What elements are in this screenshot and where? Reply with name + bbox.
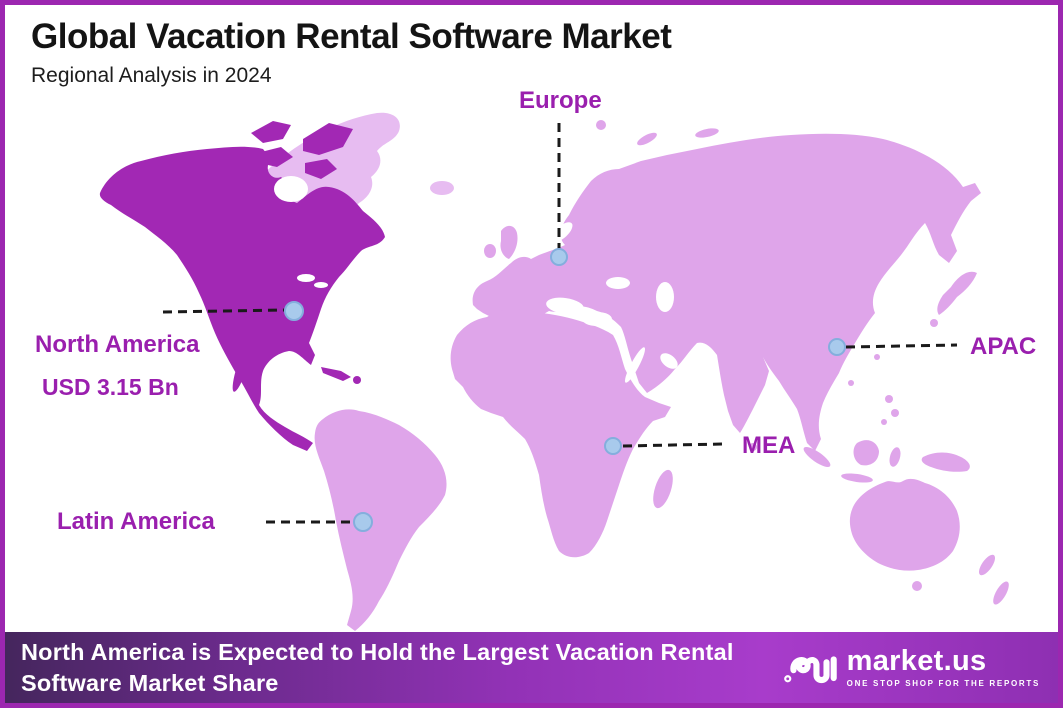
- market-us-m-icon: [782, 644, 838, 692]
- marker-north-america: [284, 301, 304, 321]
- map-region-philippines: [891, 409, 899, 417]
- region-label-europe: Europe: [519, 87, 602, 114]
- map-region-svalbard: [596, 120, 606, 130]
- logo-tagline: ONE STOP SHOP FOR THE REPORTS: [846, 679, 1040, 688]
- caspian-sea: [656, 282, 674, 312]
- region-label-north-america: North America: [35, 331, 200, 358]
- page-subtitle: Regional Analysis in 2024: [31, 64, 272, 87]
- red-sea: [624, 347, 646, 383]
- map-region-sumatra: [803, 446, 831, 468]
- map-region-eurasia: [472, 133, 981, 452]
- map-region-new-guinea: [921, 452, 970, 472]
- map-region-arctic-island: [257, 147, 293, 167]
- region-label-mea: MEA: [742, 432, 796, 459]
- map-region-ireland: [484, 244, 496, 258]
- banner-headline: North America is Expected to Hold the La…: [21, 637, 734, 697]
- map-region-arctic-island: [251, 121, 291, 143]
- map-region-taiwan: [874, 354, 880, 360]
- region-label-apac: APAC: [970, 333, 1037, 360]
- baltic-sea: [551, 222, 573, 242]
- region-value-north-america: USD 3.15 Bn: [42, 374, 179, 400]
- map-region-philippines: [885, 395, 893, 403]
- hudson-bay: [274, 176, 308, 202]
- marker-europe: [550, 248, 568, 266]
- map-region-arctic-island: [305, 159, 337, 179]
- leader-line-apac: [845, 343, 958, 349]
- marker-mea: [604, 437, 622, 455]
- map-region-sri-lanka: [749, 443, 757, 451]
- map-region-hispaniola: [353, 376, 361, 384]
- map-region-japan: [937, 271, 977, 315]
- marker-latin-america: [353, 512, 373, 532]
- map-region-baja: [232, 342, 252, 392]
- map-region-sulawesi: [889, 447, 901, 467]
- region-label-latin-america: Latin America: [57, 508, 215, 535]
- marker-apac: [828, 338, 846, 356]
- logo-text: market.us ONE STOP SHOP FOR THE REPORTS: [846, 645, 1040, 689]
- mediterranean-east: [582, 312, 612, 326]
- map-region-uk: [500, 225, 518, 259]
- great-lake: [314, 282, 328, 288]
- map-region-tasmania: [912, 581, 922, 591]
- map-region-australia: [849, 478, 960, 571]
- map-region-arctic-isle: [695, 128, 719, 138]
- map-region-hainan: [848, 380, 854, 386]
- leader-line-mea: [622, 442, 724, 448]
- black-sea: [606, 277, 630, 289]
- banner-line1: North America is Expected to Hold the La…: [21, 639, 734, 666]
- map-region-iceland: [430, 181, 454, 195]
- leader-line-north-america: [162, 308, 285, 314]
- map-region-novaya-zemlya: [637, 132, 657, 146]
- mediterranean-west: [546, 297, 584, 315]
- market-us-logo: market.us ONE STOP SHOP FOR THE REPORTS: [782, 644, 1040, 692]
- map-region-north-america: [99, 146, 385, 451]
- map-region-philippines: [881, 419, 887, 425]
- map-region-java: [841, 473, 873, 483]
- page-title: Global Vacation Rental Software Market: [31, 17, 672, 56]
- map-region-japan-south: [930, 319, 938, 327]
- map-region-cuba: [321, 367, 351, 381]
- map-region-new-zealand-north: [978, 554, 996, 576]
- header: Global Vacation Rental Software Market R…: [31, 17, 672, 88]
- bottom-banner: North America is Expected to Hold the La…: [5, 632, 1058, 703]
- map-region-arctic-island: [303, 123, 353, 155]
- logo-name: market.us: [846, 645, 987, 677]
- map-region-madagascar: [653, 469, 673, 509]
- persian-gulf: [660, 353, 678, 369]
- world-map: [99, 112, 1009, 631]
- map-region-africa: [450, 309, 671, 558]
- map-region-south-america: [314, 409, 447, 631]
- map-region-new-zealand-south: [993, 581, 1009, 605]
- map-region-borneo: [853, 440, 879, 466]
- great-lake: [297, 274, 315, 282]
- banner-line2: Software Market Share: [21, 669, 279, 696]
